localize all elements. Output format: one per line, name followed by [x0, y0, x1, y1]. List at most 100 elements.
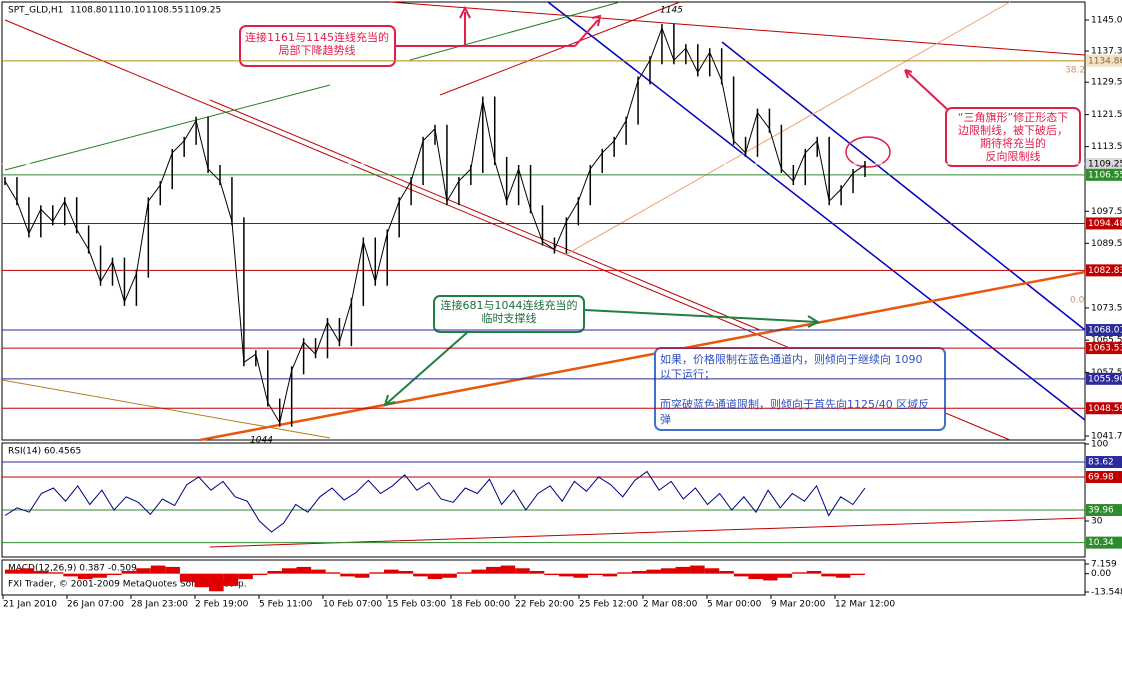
time-label: 9 Mar 20:00 — [771, 600, 826, 610]
macd-bar — [442, 573, 457, 578]
time-label: 5 Feb 11:00 — [259, 600, 313, 610]
macd-bar — [704, 568, 720, 574]
time-label: 2 Mar 08:00 — [643, 600, 698, 610]
time-label: 22 Feb 20:00 — [515, 600, 574, 610]
macd-bar — [835, 573, 851, 578]
ohlc-value: 1108.55 — [146, 6, 183, 16]
macd-bar — [223, 573, 239, 586]
time-label: 2 Feb 19:00 — [195, 600, 249, 610]
symbol: SPT_GLD,H1 — [8, 6, 63, 16]
green-trend — [409, 1, 621, 61]
level-label: 1082.83 — [1088, 266, 1122, 276]
level-tag — [1086, 168, 1122, 181]
macd-bar — [719, 570, 734, 574]
time-label: 28 Jan 23:00 — [131, 600, 188, 610]
level-tag — [1086, 217, 1122, 230]
level-tag — [1086, 402, 1122, 415]
level-label: 1068.01 — [1088, 326, 1122, 336]
macd-tick: -13.548 — [1091, 588, 1122, 598]
red-arrow — [395, 5, 602, 47]
blue-channel — [547, 1, 1086, 421]
level-tag — [1086, 54, 1122, 67]
level-tag — [1086, 264, 1122, 277]
macd-bar — [107, 573, 122, 576]
price-label: 1113.55 — [1091, 142, 1122, 152]
level-tag — [1086, 372, 1122, 385]
macd-bar — [238, 573, 253, 580]
rsi-title: RSI(14) 60.4565 — [8, 447, 81, 457]
macd-bar — [631, 570, 647, 574]
macd-bar — [150, 565, 166, 574]
macd-bar — [573, 573, 589, 578]
macd-bar — [471, 569, 487, 574]
macd-bar — [340, 573, 355, 577]
level-tag — [1086, 504, 1122, 517]
macd-bar — [19, 568, 35, 574]
macd-bar — [515, 568, 530, 574]
annotation: 期待将充当的 — [980, 136, 1046, 150]
macd-bar — [398, 570, 414, 574]
macd-bar — [588, 573, 603, 576]
macd-bar — [267, 570, 282, 574]
level-label: 69.98 — [1088, 473, 1114, 483]
macd-bar — [325, 572, 341, 574]
macd-bar — [762, 573, 778, 581]
price-label: 1129.55 — [1091, 78, 1122, 88]
low-label: 1044 — [250, 436, 273, 446]
macd-bar — [500, 565, 516, 574]
macd-bar — [383, 569, 399, 574]
macd-bar — [34, 570, 49, 574]
level-tag — [1086, 471, 1122, 484]
macd-title: MACD(12,26,9) 0.387 -0.509 — [8, 564, 137, 574]
macd-bar — [209, 573, 224, 592]
macd-bar — [281, 568, 297, 574]
price-label: 1097.50 — [1091, 207, 1122, 217]
annotation: “三角旗形”修正形态下 — [958, 110, 1068, 124]
level-label: 1134.86 — [1088, 56, 1122, 66]
fib-line — [564, 1, 1011, 256]
level-label: 1048.59 — [1088, 404, 1122, 414]
annotation: 以下运行； — [660, 368, 715, 381]
time-label: 18 Feb 00:00 — [451, 600, 510, 610]
macd-bar — [821, 573, 836, 577]
level-tag — [1086, 342, 1122, 355]
macd-bar — [77, 573, 93, 580]
orange-support — [199, 270, 1086, 442]
red-trend — [439, 1, 681, 96]
price-label: 1145.00 — [1091, 16, 1122, 26]
ohlc-value: 1109.25 — [184, 6, 221, 16]
macd-bar — [48, 572, 64, 574]
macd-bar — [690, 565, 705, 574]
level-label: 1106.55 — [1088, 170, 1122, 180]
macd-bar — [194, 573, 210, 588]
price-label: 1073.50 — [1091, 303, 1122, 313]
green-trend — [4, 84, 331, 171]
annotation: 连接1161与1145连线充当的 — [245, 30, 389, 44]
macd-bar — [165, 566, 180, 574]
price-label: 1137.30 — [1091, 47, 1122, 57]
time-label: 10 Feb 07:00 — [323, 600, 382, 610]
ohlc-value: 1108.80 — [70, 6, 107, 16]
time-label: 21 Jan 2010 — [3, 600, 57, 610]
level-label: 39.96 — [1088, 506, 1114, 516]
macd-bar — [456, 572, 472, 574]
macd-bar — [675, 566, 691, 574]
price-line — [4, 26, 866, 425]
fib-label: 38.2 — [1065, 66, 1085, 76]
level-tag — [1086, 456, 1122, 469]
macd-bar — [544, 573, 559, 576]
annotation: 而突破蓝色通道限制，则倾向于首先向1125/40 区域反 — [660, 397, 929, 411]
macd-bar — [850, 573, 865, 576]
green-arrow — [383, 309, 821, 407]
macd-bar — [136, 568, 151, 574]
macd-bar — [646, 569, 661, 574]
price-label: 1041.70 — [1091, 432, 1122, 442]
macd-bar — [660, 568, 676, 574]
level-tag — [1086, 324, 1122, 337]
rsi-tick: 100 — [1091, 440, 1108, 450]
macd-bar — [529, 570, 545, 574]
macd-tick: 0.00 — [1091, 569, 1111, 579]
copyright: FXI Trader, © 2001-2009 MetaQuotes Softw… — [8, 580, 247, 590]
macd-bar — [427, 573, 443, 580]
annotation: 局部下降趋势线 — [279, 43, 356, 57]
